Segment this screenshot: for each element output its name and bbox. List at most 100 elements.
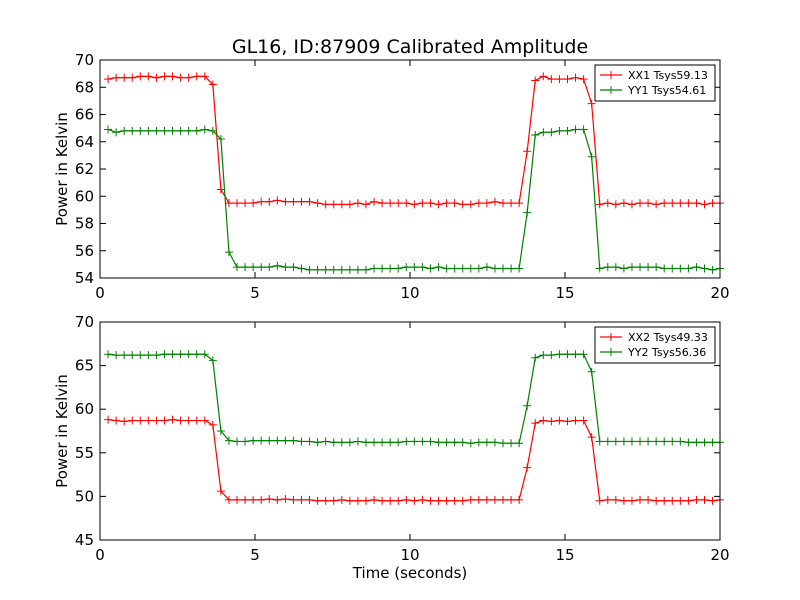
data-point [426, 496, 435, 505]
data-point [361, 438, 370, 447]
data-point [571, 73, 580, 82]
data-point [378, 438, 387, 447]
data-point [442, 264, 451, 273]
data-point [619, 496, 628, 505]
data-point [233, 437, 242, 446]
data-point [160, 350, 169, 359]
legend-entry: YY1 Tsys54.61 [627, 84, 706, 97]
data-point [265, 436, 274, 445]
data-point [450, 438, 459, 447]
data-point [160, 126, 169, 135]
data-point [345, 265, 354, 274]
data-point [595, 200, 604, 209]
legend-marker [607, 348, 615, 356]
data-point [112, 128, 121, 137]
data-point [224, 436, 233, 445]
data-point [458, 200, 467, 209]
data-point [611, 263, 620, 272]
data-point [442, 496, 451, 505]
data-point [434, 200, 443, 209]
data-point [297, 197, 306, 206]
data-point [120, 351, 129, 360]
data-point [402, 495, 411, 504]
data-point [547, 417, 556, 426]
data-point [257, 495, 266, 504]
data-point [619, 199, 628, 208]
data-point [507, 264, 516, 273]
data-point [144, 126, 153, 135]
data-point [152, 126, 161, 135]
data-point [708, 496, 717, 505]
y-tick-label: 45 [75, 531, 94, 549]
data-point [523, 401, 532, 410]
data-point [692, 199, 701, 208]
data-point [152, 416, 161, 425]
data-point [120, 73, 129, 82]
legend-box [594, 64, 716, 102]
data-point [329, 200, 338, 209]
data-point [474, 199, 483, 208]
data-point [273, 261, 282, 270]
x-tick-label: 20 [710, 546, 729, 564]
data-point [410, 200, 419, 209]
data-point [539, 416, 548, 425]
data-point [241, 437, 250, 446]
data-point [233, 495, 242, 504]
data-point [579, 125, 588, 134]
x-tick-label: 0 [95, 546, 105, 564]
data-point [313, 265, 322, 274]
y-tick-label: 58 [75, 215, 94, 233]
data-point [120, 417, 129, 426]
data-point [539, 128, 548, 137]
data-point [353, 437, 362, 446]
x-tick-label: 5 [250, 284, 260, 302]
data-point [370, 495, 379, 504]
data-point [329, 496, 338, 505]
data-point [458, 496, 467, 505]
data-point [120, 126, 129, 135]
chart-title: GL16, ID:87909 Calibrated Amplitude [232, 36, 588, 58]
data-point [104, 350, 113, 359]
data-point [128, 416, 137, 425]
y-axis-label-1: Power in Kelvin [53, 112, 71, 226]
data-point [627, 496, 636, 505]
data-point [418, 437, 427, 446]
data-point [128, 126, 137, 135]
data-point [434, 496, 443, 505]
data-point [289, 197, 298, 206]
data-point [224, 248, 233, 257]
data-point [176, 126, 185, 135]
data-point [281, 436, 290, 445]
data-point [370, 264, 379, 273]
y-tick-label: 55 [75, 444, 94, 462]
data-point [684, 496, 693, 505]
data-point [515, 495, 524, 504]
data-point [515, 264, 524, 273]
y-tick-label: 70 [75, 313, 94, 331]
data-point [200, 350, 209, 359]
data-point [394, 199, 403, 208]
data-point [216, 487, 225, 496]
data-point [353, 496, 362, 505]
data-point [466, 264, 475, 273]
data-point [257, 197, 266, 206]
data-point [176, 73, 185, 82]
data-point [474, 495, 483, 504]
data-point [466, 200, 475, 209]
data-point [627, 437, 636, 446]
data-point [345, 200, 354, 209]
data-point [676, 496, 685, 505]
data-point [426, 264, 435, 273]
data-point [595, 496, 604, 505]
panel-1: 0 5 10 15 20 54 56 58 60 62 64 66 68 70 Power in Kelvi… [53, 51, 730, 302]
data-point [378, 496, 387, 505]
data-point [128, 73, 137, 82]
y-axis-label-2: Power in Kelvin [53, 374, 71, 488]
data-point [603, 263, 612, 272]
data-point [482, 438, 491, 447]
y-tick-label: 60 [75, 400, 94, 418]
data-point [281, 263, 290, 272]
data-point [168, 415, 177, 424]
data-point [265, 263, 274, 272]
data-point [652, 263, 661, 272]
